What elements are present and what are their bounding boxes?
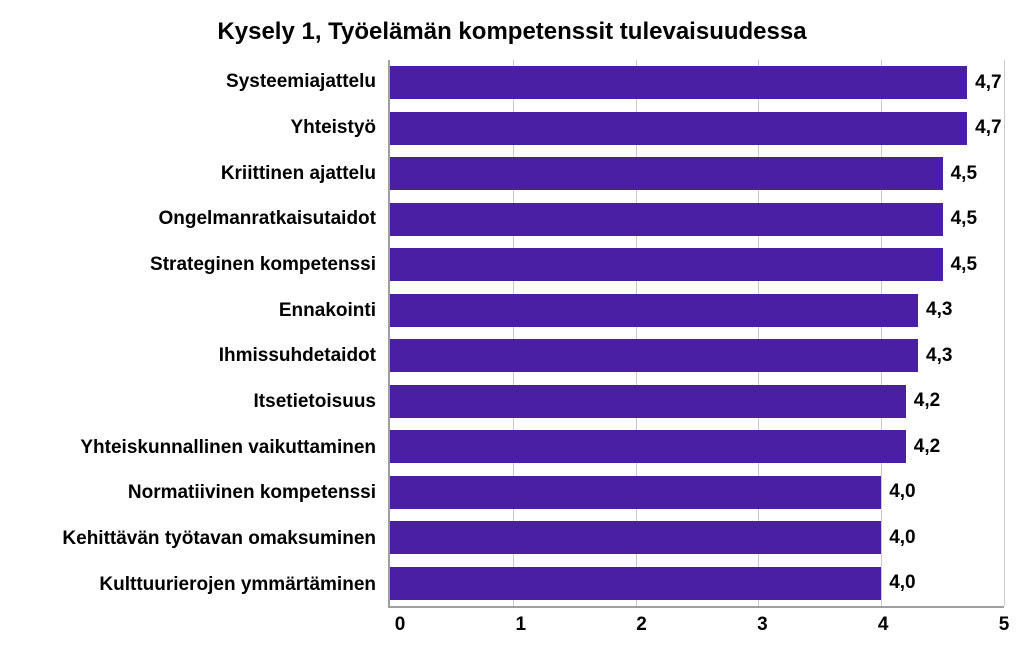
y-axis-label: Systeemiajattelu xyxy=(20,60,376,105)
bar xyxy=(390,339,918,372)
bar xyxy=(390,157,943,190)
y-axis-label: Normatiivinen kompetenssi xyxy=(20,471,376,516)
bar-row: 4,3 xyxy=(390,333,1004,378)
bar-value-label: 4,0 xyxy=(889,572,915,594)
bars-region: 4,7 4,7 4,5 4,5 4,5 4,3 4,3 4,2 4,2 4,0 4,0 4,0 xyxy=(388,60,1004,608)
bar-value-label: 4,2 xyxy=(914,390,940,412)
bar-row: 4,5 xyxy=(390,151,1004,196)
bar-row: 4,3 xyxy=(390,288,1004,333)
x-tick-label: 3 xyxy=(757,614,768,636)
bar-value-label: 4,7 xyxy=(975,72,1001,94)
x-tick-label: 1 xyxy=(516,614,527,636)
bar-row: 4,7 xyxy=(390,60,1004,105)
bar-row: 4,0 xyxy=(390,470,1004,515)
bar-row: 4,0 xyxy=(390,561,1004,606)
bars: 4,7 4,7 4,5 4,5 4,5 4,3 4,3 4,2 4,2 4,0 4,0 4,0 xyxy=(390,60,1004,606)
bar xyxy=(390,294,918,327)
bar-row: 4,0 xyxy=(390,515,1004,560)
bar-row: 4,7 xyxy=(390,106,1004,151)
bar-value-label: 4,0 xyxy=(889,527,915,549)
x-tick-label: 0 xyxy=(395,614,406,636)
x-axis-spacer xyxy=(20,612,400,642)
y-axis-label: Kriittinen ajattelu xyxy=(20,152,376,197)
bar-value-label: 4,5 xyxy=(951,208,977,230)
bar-value-label: 4,3 xyxy=(926,345,952,367)
bar xyxy=(390,66,967,99)
bar xyxy=(390,567,881,600)
bar xyxy=(390,476,881,509)
bar xyxy=(390,112,967,145)
bar-value-label: 4,2 xyxy=(914,436,940,458)
x-tick-label: 2 xyxy=(636,614,647,636)
bar-value-label: 4,7 xyxy=(975,117,1001,139)
bar-row: 4,5 xyxy=(390,242,1004,287)
bar-row: 4,2 xyxy=(390,379,1004,424)
y-axis-label: Kehittävän työtavan omaksuminen xyxy=(20,517,376,562)
gridline xyxy=(1004,60,1005,606)
bar xyxy=(390,385,906,418)
y-axis-label: Ennakointi xyxy=(20,289,376,334)
bar xyxy=(390,203,943,236)
y-axis-label: Itsetietoisuus xyxy=(20,380,376,425)
bar-value-label: 4,5 xyxy=(951,254,977,276)
plot-area: SysteemiajatteluYhteistyöKriittinen ajat… xyxy=(20,60,1004,608)
x-tick-label: 5 xyxy=(999,614,1010,636)
bar-value-label: 4,3 xyxy=(926,299,952,321)
chart-container: Kysely 1, Työelämän kompetenssit tulevai… xyxy=(0,0,1024,652)
y-axis-label: Ongelmanratkaisutaidot xyxy=(20,197,376,242)
y-axis-label: Yhteiskunnallinen vaikuttaminen xyxy=(20,426,376,471)
bar-row: 4,5 xyxy=(390,197,1004,242)
bar-value-label: 4,0 xyxy=(889,481,915,503)
bar-value-label: 4,5 xyxy=(951,163,977,185)
bar-row: 4,2 xyxy=(390,424,1004,469)
y-axis-label: Kulttuurierojen ymmärtäminen xyxy=(20,563,376,608)
bar xyxy=(390,521,881,554)
bar xyxy=(390,430,906,463)
y-axis-label: Ihmissuhdetaidot xyxy=(20,334,376,379)
x-axis: 012345 xyxy=(20,612,1004,642)
y-axis-label: Strateginen kompetenssi xyxy=(20,243,376,288)
y-axis-label: Yhteistyö xyxy=(20,106,376,151)
chart-title: Kysely 1, Työelämän kompetenssit tulevai… xyxy=(20,18,1004,46)
x-axis-ticks: 012345 xyxy=(400,612,1004,642)
x-tick-label: 4 xyxy=(878,614,889,636)
bar xyxy=(390,248,943,281)
y-axis-labels: SysteemiajatteluYhteistyöKriittinen ajat… xyxy=(20,60,388,608)
